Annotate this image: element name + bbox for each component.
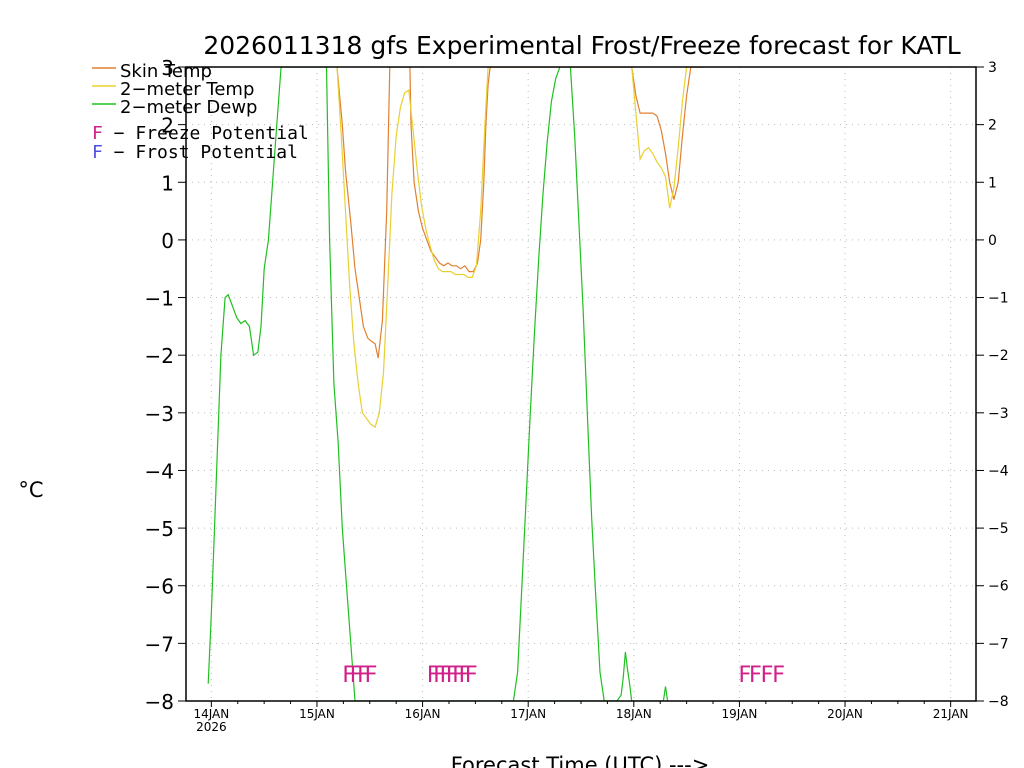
freeze-marker: F (738, 663, 751, 688)
freeze-marker: F (465, 663, 478, 688)
y-tick-label-right: 1 (988, 175, 997, 191)
y-tick-label-left: −6 (145, 575, 174, 599)
y-axis-label: °C (18, 478, 43, 502)
x-tick-label: 15JAN (299, 707, 335, 721)
y-tick-label-right: −5 (988, 521, 1009, 537)
y-tick-label-right: −3 (988, 406, 1009, 422)
y-tick-label-left: −3 (145, 402, 174, 426)
x-axis-label: Forecast Time (UTC) ---> (451, 753, 710, 768)
y-tick-label-left: −1 (145, 287, 174, 311)
x-tick-label: 21JAN (933, 707, 969, 721)
freeze-marker: F (364, 663, 377, 688)
x-tick-label: 14JAN (193, 707, 229, 721)
y-tick-label-left: −4 (145, 459, 174, 483)
y-tick-label-right: −8 (988, 694, 1009, 710)
y-tick-label-right: −1 (988, 291, 1009, 307)
legend-potential-label: − Freeze Potential (103, 123, 309, 144)
series-line-2-meter-temp (336, 67, 700, 429)
y-tick-label-right: −6 (988, 579, 1009, 595)
freeze-marker: F (342, 663, 355, 688)
grid-lines (186, 67, 976, 701)
chart-title: 2026011318 gfs Experimental Frost/Freeze… (203, 31, 960, 60)
series-line-2-meter-dewp-fall-17jan (569, 67, 605, 701)
y-tick-label-left: −7 (145, 632, 174, 656)
freeze-marker: F (439, 663, 452, 688)
x-tick-label: 18JAN (616, 707, 652, 721)
series-line-2-meter-dewp-rise-17jan (512, 67, 561, 701)
y-tick-label-left: −5 (145, 517, 174, 541)
freeze-marker: F (433, 663, 446, 688)
legend-potential: F − Frost Potential (92, 142, 298, 163)
y-tick-label-left: −2 (145, 344, 174, 368)
freeze-marker: F (458, 663, 471, 688)
freeze-marker: F (349, 663, 362, 688)
legend-potential-letter: F (92, 142, 103, 163)
y-tick-label-left: 1 (161, 171, 174, 195)
series-line-2-meter-dewp (207, 67, 669, 701)
series-group (207, 67, 704, 701)
legend-line-label: Skin Temp (120, 61, 212, 82)
freeze-marker: F (452, 663, 465, 688)
y-tick-label-left: 0 (161, 229, 174, 253)
y-axis: 3 3 2 2 1 1 0 0 −1 −1 −2 −2 −3 −3 −4 −4 −5 −5 −6 −6 −7 −7 −8 −8 (145, 56, 1009, 714)
legend-potential-label: − Frost Potential (103, 142, 298, 163)
freeze-marker: F (772, 663, 785, 688)
series-line-skin-temp (336, 67, 704, 359)
x-tick-label: 16JAN (405, 707, 441, 721)
y-tick-label-left: 3 (161, 56, 174, 80)
y-tick-label-right: −7 (988, 636, 1009, 652)
freeze-marker: F (760, 663, 773, 688)
legend-line-label: 2−meter Dewp (120, 97, 257, 118)
legend-potential: F − Freeze Potential (92, 123, 309, 144)
plot-frame (185, 66, 977, 702)
freeze-marker: F (749, 663, 762, 688)
y-tick-label-left: −8 (145, 690, 174, 714)
y-tick-label-right: 2 (988, 118, 997, 134)
x-tick-label: 19JAN (722, 707, 758, 721)
y-tick-label-right: −2 (988, 348, 1009, 364)
freeze-marker: F (446, 663, 459, 688)
y-tick-label-right: −4 (988, 463, 1009, 479)
x-tick-label: 20JAN (827, 707, 863, 721)
legend-line-label: 2−meter Temp (120, 79, 254, 100)
y-tick-label-right: 3 (988, 60, 997, 76)
freeze-marker: F (427, 663, 440, 688)
freeze-marker: F (357, 663, 370, 688)
x-tick-sublabel: 2026 (196, 720, 227, 734)
y-tick-label-right: 0 (988, 233, 997, 249)
x-tick-label: 17JAN (510, 707, 546, 721)
legend-potential-letter: F (92, 123, 103, 144)
y-tick-label-left: 2 (161, 114, 174, 138)
